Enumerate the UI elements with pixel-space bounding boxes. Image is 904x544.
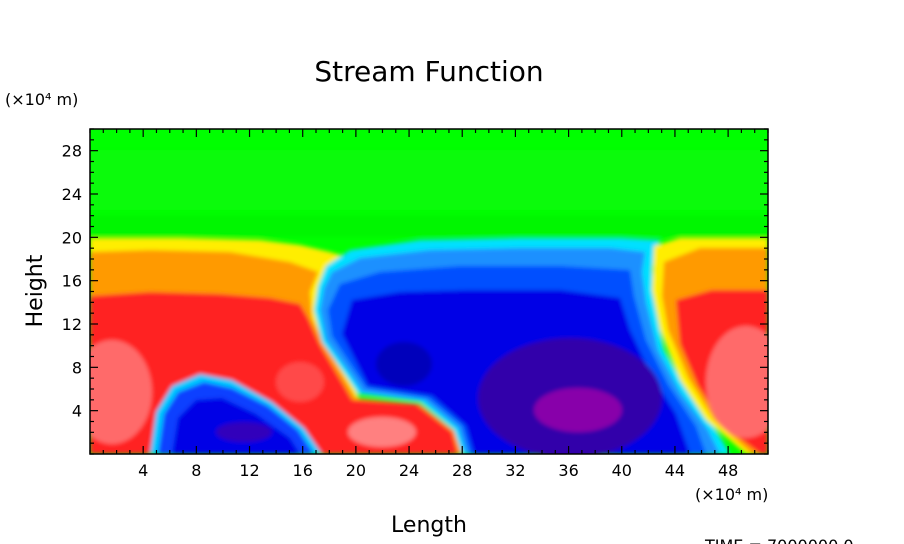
contour-left-positive-core: [90, 340, 152, 444]
x-tick-label: 20: [346, 461, 366, 480]
time-footer: TIME = 7000000.0: [704, 536, 854, 544]
contour-right-edge-positive-core: [706, 326, 768, 438]
contour-central-negative-core: [376, 342, 432, 386]
y-axis-unit: (×10⁴ m): [5, 90, 78, 109]
y-axis-label: Height: [23, 254, 48, 327]
plot-area: [90, 129, 768, 454]
contour-fills: [90, 150, 768, 454]
x-axis-label: Length: [391, 513, 467, 538]
contour-lower-band: [90, 215, 768, 237]
y-tick-label: 12: [62, 315, 82, 334]
x-tick-label: 4: [138, 461, 148, 480]
x-tick-label: 48: [718, 461, 738, 480]
y-tick-label: 20: [62, 228, 82, 247]
y-tick-label: 24: [62, 185, 82, 204]
x-tick-label: 24: [399, 461, 419, 480]
x-axis-ticks: 4 8 12 16 20 24 28 32 36 40 44 48: [89, 129, 769, 480]
contour-upper-band: [90, 150, 768, 210]
x-tick-label: 16: [293, 461, 313, 480]
y-tick-label: 8: [72, 358, 82, 377]
x-axis-unit: (×10⁴ m): [695, 485, 768, 504]
y-tick-label: 28: [62, 142, 82, 161]
x-tick-label: 8: [191, 461, 201, 480]
x-tick-label: 12: [239, 461, 259, 480]
contour-right-negative-core: [534, 388, 622, 432]
contour-right-positive-core: [348, 417, 416, 447]
x-tick-label: 28: [452, 461, 472, 480]
y-tick-label: 16: [62, 272, 82, 291]
x-tick-label: 44: [665, 461, 685, 480]
x-tick-label: 32: [505, 461, 525, 480]
chart-title: Stream Function: [314, 55, 543, 88]
contour-lower-negative-core: [216, 422, 272, 442]
contour-mid-positive-core: [276, 362, 324, 402]
x-tick-label: 40: [612, 461, 632, 480]
y-tick-label: 4: [72, 402, 82, 421]
y-axis-ticks: 4 8 12 16 20 24 28: [62, 128, 768, 455]
x-tick-label: 36: [558, 461, 578, 480]
